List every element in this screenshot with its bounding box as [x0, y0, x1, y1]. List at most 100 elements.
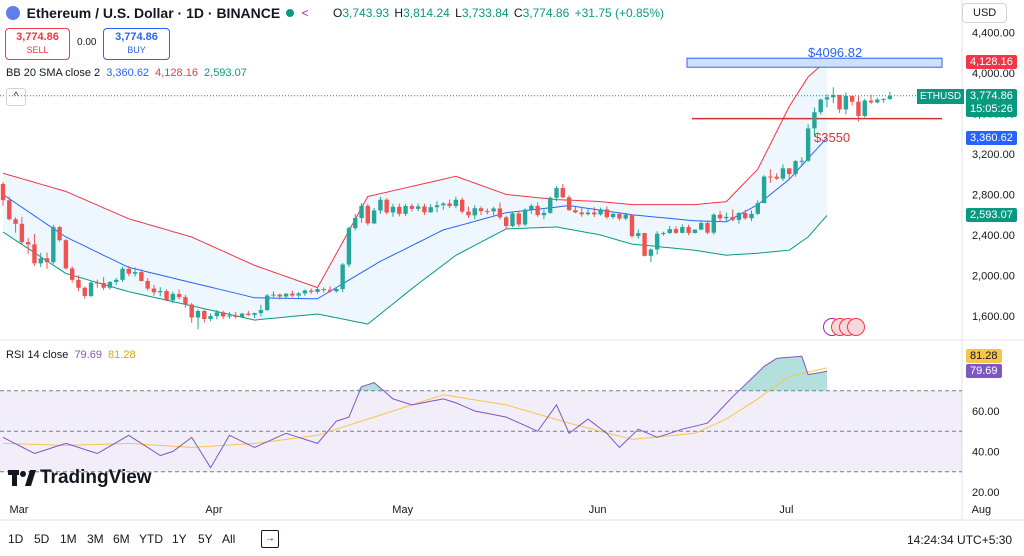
candle-body — [573, 210, 578, 213]
candle-body — [636, 233, 641, 237]
candle-body — [208, 316, 213, 320]
candle-body — [258, 310, 264, 314]
timeframe-ytd[interactable]: YTD — [139, 532, 163, 546]
candle-body — [183, 297, 188, 305]
candle-body — [271, 294, 276, 296]
events-marker-icon[interactable] — [823, 318, 869, 336]
candle-body — [365, 205, 371, 224]
candle-body — [151, 288, 157, 293]
timeframe-all[interactable]: All — [222, 532, 236, 546]
candle-body — [881, 98, 886, 100]
candle-body — [535, 205, 540, 216]
price-tick-label: 2,400.00 — [972, 230, 1015, 242]
price-tick-label: 4,000.00 — [972, 68, 1015, 80]
rsi-line — [2, 355, 828, 469]
timeframe-1d[interactable]: 1D — [8, 532, 24, 546]
candle-body — [510, 213, 515, 226]
candle-body — [654, 233, 660, 250]
timeframe-5d[interactable]: 5D — [34, 532, 50, 546]
date-range-icon[interactable]: → — [261, 530, 279, 548]
candle-body — [95, 282, 100, 284]
bb-legend[interactable]: BB 20 SMA close 2 3,360.62 4,128.16 2,59… — [6, 67, 247, 79]
candle-body — [239, 313, 245, 318]
candle-body — [566, 197, 572, 211]
candle-body — [283, 293, 289, 297]
candle-body — [491, 208, 496, 212]
time-tick-label: Apr — [205, 504, 222, 516]
candle-body — [7, 200, 12, 220]
candle-body — [415, 206, 421, 209]
candle-body — [529, 205, 534, 210]
candle-body — [246, 313, 251, 315]
candle-body — [334, 289, 339, 292]
candle-body — [107, 281, 113, 288]
candle-body — [673, 229, 679, 233]
candle-body — [441, 203, 446, 206]
time-tick-label: Jul — [779, 504, 793, 516]
price-tick-label: 2,800.00 — [972, 190, 1015, 202]
candle-body — [711, 214, 716, 233]
timeframe-5y[interactable]: 5Y — [198, 532, 213, 546]
candle-body — [755, 203, 760, 214]
market-status[interactable]: < — [286, 5, 309, 20]
candle-body — [315, 289, 320, 292]
timeframe-6m[interactable]: 6M — [113, 532, 130, 546]
candle-body — [309, 290, 314, 292]
candle-body — [623, 214, 628, 219]
price-tick-label: 3,200.00 — [972, 149, 1015, 161]
sell-button[interactable]: 3,774.86 SELL — [5, 28, 70, 60]
candle-body — [340, 264, 345, 290]
rsi-value-tag: 79.69 — [966, 364, 1002, 378]
timeframe-1m[interactable]: 1M — [60, 532, 77, 546]
candle-body — [371, 210, 377, 224]
candle-body — [610, 213, 616, 218]
candle-body — [579, 212, 584, 215]
candle-body — [390, 206, 396, 213]
candle-body — [768, 176, 773, 178]
candle-body — [799, 160, 805, 162]
price-tick-label: 2,000.00 — [972, 271, 1015, 283]
candle-body — [170, 293, 176, 301]
candle-body — [0, 184, 6, 201]
symbol-header[interactable]: Ethereum / U.S. Dollar · 1D · BINANCE — [6, 5, 280, 21]
candle-body — [736, 213, 742, 220]
tradingview-mark-icon — [8, 470, 36, 486]
candle-body — [837, 94, 842, 110]
buy-button[interactable]: 3,774.86 BUY — [103, 28, 170, 60]
rsi-tick-label: 40.00 — [972, 447, 1000, 459]
candle-body — [849, 95, 855, 102]
currency-selector[interactable]: USD — [962, 3, 1008, 23]
rsi-legend[interactable]: RSI 14 close 79.69 81.28 — [6, 349, 136, 361]
ohlc-readout: O3,743.93 H3,814.24 L3,733.84 C3,774.86 … — [333, 6, 665, 20]
last-price-value: 3,774.86 — [970, 90, 1013, 102]
candle-body — [76, 279, 81, 288]
candle-body — [787, 168, 792, 175]
bar-countdown: 15:05:26 — [970, 103, 1013, 115]
upper-band-tag: 4,128.16 — [966, 55, 1017, 69]
candle-body — [327, 289, 333, 292]
timeframe-1y[interactable]: 1Y — [172, 532, 187, 546]
candle-body — [661, 232, 666, 234]
candle-body — [403, 205, 408, 214]
candle-body — [541, 212, 547, 216]
rsi-tick-label: 20.00 — [972, 487, 1000, 499]
rsi-band — [0, 390, 962, 472]
candle-body — [793, 161, 798, 175]
logo-text: TradingView — [40, 467, 152, 488]
price-tick-label: 1,600.00 — [972, 311, 1015, 323]
timeframe-3m[interactable]: 3M — [87, 532, 104, 546]
candle-body — [667, 229, 672, 233]
candle-body — [88, 282, 94, 296]
candle-body — [447, 203, 452, 206]
candle-body — [774, 176, 779, 179]
candle-body — [680, 227, 685, 233]
candle-body — [692, 229, 698, 233]
collapse-legend-button[interactable]: ^ — [6, 88, 26, 106]
candle-body — [648, 249, 654, 256]
candle-body — [887, 95, 893, 99]
clock[interactable]: 14:24:34 UTC+5:30 — [907, 533, 1013, 547]
candle-body — [824, 97, 830, 100]
candle-body — [321, 289, 326, 291]
sell-price: 3,774.86 — [16, 31, 59, 43]
